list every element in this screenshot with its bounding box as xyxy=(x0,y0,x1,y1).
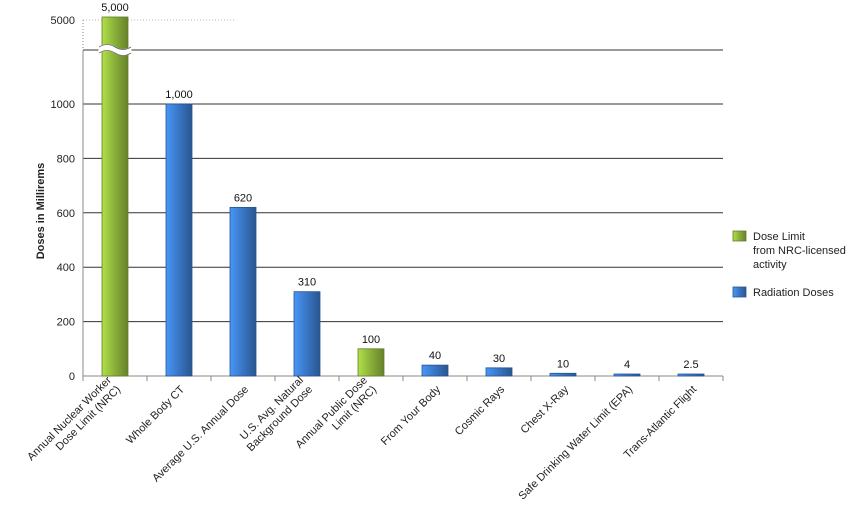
bar xyxy=(549,372,577,377)
bar-data-label: 2.5 xyxy=(683,359,698,371)
bar xyxy=(613,373,641,377)
bar-data-label: 1,000 xyxy=(165,89,193,101)
legend-label: Dose Limit xyxy=(753,231,805,243)
legend: Dose Limit from NRC-licensed activity Radia… xyxy=(732,230,846,299)
bar xyxy=(485,367,513,377)
bar xyxy=(101,16,129,377)
bar-data-label: 310 xyxy=(298,277,316,289)
legend-label: from NRC-licensed xyxy=(753,245,846,257)
bar-data-label: 40 xyxy=(429,350,441,362)
y-tick-label: 1000 xyxy=(51,99,75,111)
bars: 5,000 1,000 620 310 100 40 30 10 4 2.5 xyxy=(98,2,705,377)
bar-data-label: 620 xyxy=(234,192,252,204)
y-tick-label: 0 xyxy=(69,371,75,383)
bar xyxy=(677,373,705,377)
x-tick-label: Annual Nuclear WorkerDose Limit (NRC) xyxy=(25,374,123,472)
legend-label: activity xyxy=(753,259,787,271)
y-tick-label: 200 xyxy=(57,317,75,329)
x-tick-label: Cosmic Rays xyxy=(453,383,508,438)
x-tick-label-line: Whole Body CT xyxy=(124,383,187,446)
y-tick-label: 400 xyxy=(57,262,75,274)
y-tick-label: 800 xyxy=(57,153,75,165)
x-tick-label-line: Chest X-Ray xyxy=(519,383,572,436)
bar xyxy=(293,291,321,377)
x-tick-label: Trans-Atlantic Flight xyxy=(622,384,699,461)
bar-data-label: 4 xyxy=(624,359,630,371)
x-tick-label: Chest X-Ray xyxy=(519,383,572,436)
x-tick-label: From Your Body xyxy=(379,383,444,448)
legend-label: Radiation Doses xyxy=(753,287,834,299)
bar-data-label: 5,000 xyxy=(101,2,129,14)
x-tick-label-line: Safe Drinking Water Limit (EPA) xyxy=(516,384,635,503)
x-tick-label: Whole Body CT xyxy=(124,383,187,446)
y-tick-label-upper: 5000 xyxy=(51,15,75,27)
x-tick-label: Safe Drinking Water Limit (EPA) xyxy=(516,384,635,503)
legend-swatch xyxy=(732,286,747,298)
bar xyxy=(165,103,193,377)
y-axis-title: Doses in Millirems xyxy=(35,163,47,260)
x-tick-labels: Annual Nuclear WorkerDose Limit (NRC) Who… xyxy=(25,374,699,502)
axis-break-line xyxy=(98,44,132,50)
x-tick-label-line: Trans-Atlantic Flight xyxy=(622,384,699,461)
x-tick-label-line: Cosmic Rays xyxy=(453,383,508,438)
x-tick-label-line: From Your Body xyxy=(379,383,444,448)
bar xyxy=(421,364,449,377)
axis-break-line xyxy=(98,50,132,56)
bar-data-label: 10 xyxy=(557,358,569,370)
legend-swatch xyxy=(732,230,747,242)
y-tick-label: 600 xyxy=(57,208,75,220)
bar-data-label: 30 xyxy=(493,353,505,365)
bar-data-label: 100 xyxy=(362,334,380,346)
bar xyxy=(357,348,385,377)
bar xyxy=(229,206,257,377)
x-tick-label-line: Annual Nuclear Worker xyxy=(25,374,114,463)
